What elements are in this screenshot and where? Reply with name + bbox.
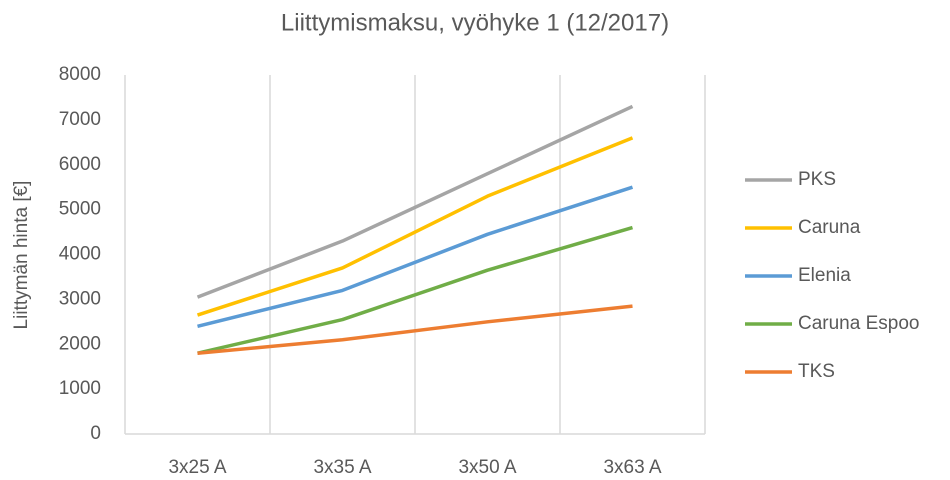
- legend-label: Caruna: [798, 217, 861, 238]
- y-tick-label: 0: [90, 423, 101, 444]
- legend-label: PKS: [798, 169, 836, 190]
- series-line: [196, 136, 634, 317]
- legend-label: Caruna Espoo: [798, 313, 919, 334]
- y-tick-label: 8000: [59, 64, 101, 85]
- x-tick-label: 3x50 A: [458, 457, 516, 478]
- y-tick-label: 3000: [59, 288, 101, 309]
- y-axis-label: Liittymän hinta [€]: [11, 181, 32, 330]
- y-tick-label: 4000: [59, 244, 101, 265]
- series-line: [197, 185, 634, 328]
- x-tick-label: 3x25 A: [168, 457, 226, 478]
- legend-label: TKS: [798, 361, 835, 382]
- y-tick-label: 2000: [59, 333, 101, 354]
- y-tick-label: 5000: [59, 199, 101, 220]
- legend-label: Elenia: [798, 265, 851, 286]
- y-tick-label: 6000: [59, 154, 101, 175]
- x-tick-label: 3x35 A: [313, 457, 371, 478]
- x-tick-label: 3x63 A: [603, 457, 661, 478]
- chart-title: Liittymismaksu, vyöhyke 1 (12/2017): [281, 9, 669, 36]
- y-tick-label: 1000: [59, 378, 101, 399]
- y-tick-label: 7000: [59, 109, 101, 130]
- series-line: [197, 304, 633, 355]
- series-line: [197, 225, 633, 355]
- series-line: [196, 104, 634, 299]
